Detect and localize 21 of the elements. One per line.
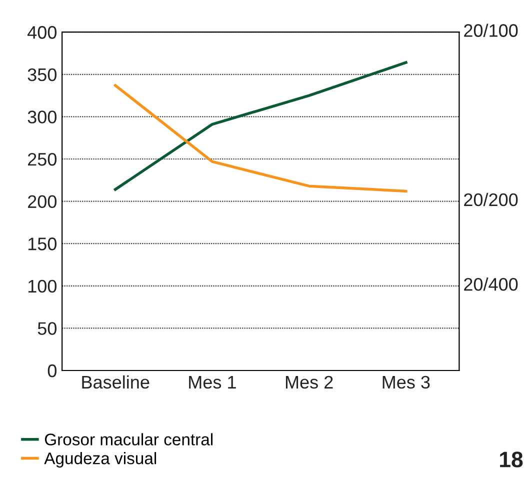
- y-tick-label: 300: [28, 110, 57, 124]
- y-tick-label: 100: [28, 280, 57, 293]
- legend-label: Grosor macular central: [44, 433, 212, 446]
- legend-label: Agudeza visual: [44, 452, 156, 468]
- x-tick-label: Mes 3: [382, 376, 430, 389]
- y-tick-label: 50: [38, 322, 57, 335]
- x-tick-label: Mes 2: [286, 376, 333, 389]
- line-series: [114, 84, 408, 193]
- y-tick-label: 250: [28, 152, 57, 166]
- text: 18: [500, 452, 523, 468]
- text: 20/200: [464, 192, 518, 206]
- y-tick-label: 0: [48, 364, 56, 378]
- y-tick-label: 350: [28, 68, 57, 82]
- x-tick-label: Mes 1: [189, 376, 236, 389]
- line-series: [114, 61, 408, 191]
- text: 20/100: [464, 24, 518, 37]
- y-tick-label: 150: [28, 238, 57, 250]
- y-tick-label: 400: [28, 26, 57, 39]
- y-tick-label: 200: [28, 195, 57, 208]
- text: 20/400: [464, 277, 518, 291]
- x-tick-label: Baseline: [82, 375, 150, 389]
